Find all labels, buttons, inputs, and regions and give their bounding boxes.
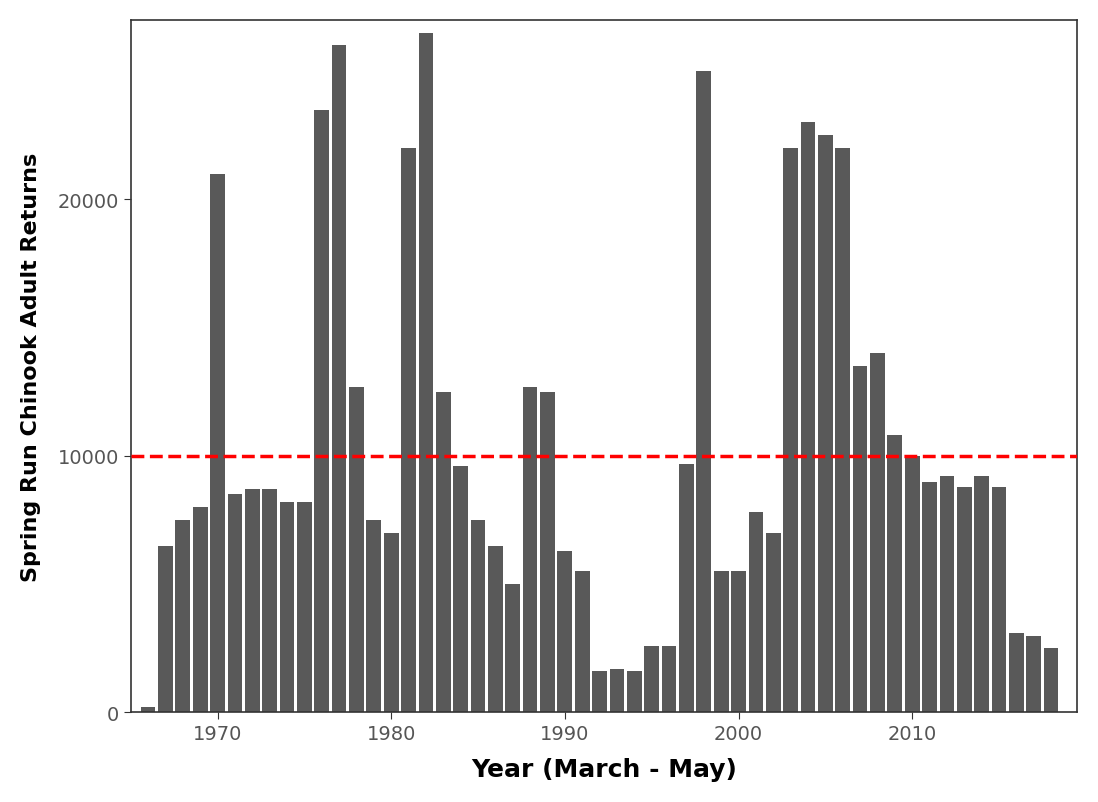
- Bar: [679, 464, 694, 713]
- Bar: [436, 392, 450, 713]
- Bar: [210, 175, 225, 713]
- Bar: [314, 111, 329, 713]
- Bar: [609, 669, 625, 713]
- Bar: [887, 435, 903, 713]
- Bar: [367, 520, 381, 713]
- Bar: [349, 387, 363, 713]
- Bar: [1027, 636, 1041, 713]
- Bar: [714, 572, 729, 713]
- Bar: [836, 149, 850, 713]
- Bar: [853, 367, 867, 713]
- Bar: [922, 482, 937, 713]
- X-axis label: Year (March - May): Year (March - May): [471, 757, 737, 781]
- Bar: [245, 490, 259, 713]
- Bar: [749, 512, 763, 713]
- Bar: [418, 34, 434, 713]
- Bar: [592, 671, 607, 713]
- Bar: [158, 546, 172, 713]
- Y-axis label: Spring Run Chinook Adult Returns: Spring Run Chinook Adult Returns: [21, 152, 41, 581]
- Bar: [940, 477, 954, 713]
- Bar: [262, 490, 277, 713]
- Bar: [1009, 633, 1023, 713]
- Bar: [193, 508, 208, 713]
- Bar: [1044, 649, 1058, 713]
- Bar: [176, 520, 190, 713]
- Bar: [540, 392, 554, 713]
- Bar: [227, 495, 243, 713]
- Bar: [453, 467, 468, 713]
- Bar: [141, 707, 156, 713]
- Bar: [905, 456, 919, 713]
- Bar: [384, 533, 399, 713]
- Bar: [296, 503, 312, 713]
- Bar: [662, 646, 676, 713]
- Bar: [627, 671, 641, 713]
- Bar: [332, 47, 347, 713]
- Bar: [956, 487, 972, 713]
- Bar: [974, 477, 989, 713]
- Bar: [280, 503, 294, 713]
- Bar: [783, 149, 798, 713]
- Bar: [505, 585, 520, 713]
- Bar: [870, 354, 885, 713]
- Bar: [488, 546, 503, 713]
- Bar: [523, 387, 538, 713]
- Bar: [696, 72, 712, 713]
- Bar: [800, 124, 816, 713]
- Bar: [731, 572, 746, 713]
- Bar: [575, 572, 590, 713]
- Bar: [766, 533, 781, 713]
- Bar: [645, 646, 659, 713]
- Bar: [471, 520, 485, 713]
- Bar: [558, 551, 572, 713]
- Bar: [401, 149, 416, 713]
- Bar: [991, 487, 1007, 713]
- Bar: [818, 136, 832, 713]
